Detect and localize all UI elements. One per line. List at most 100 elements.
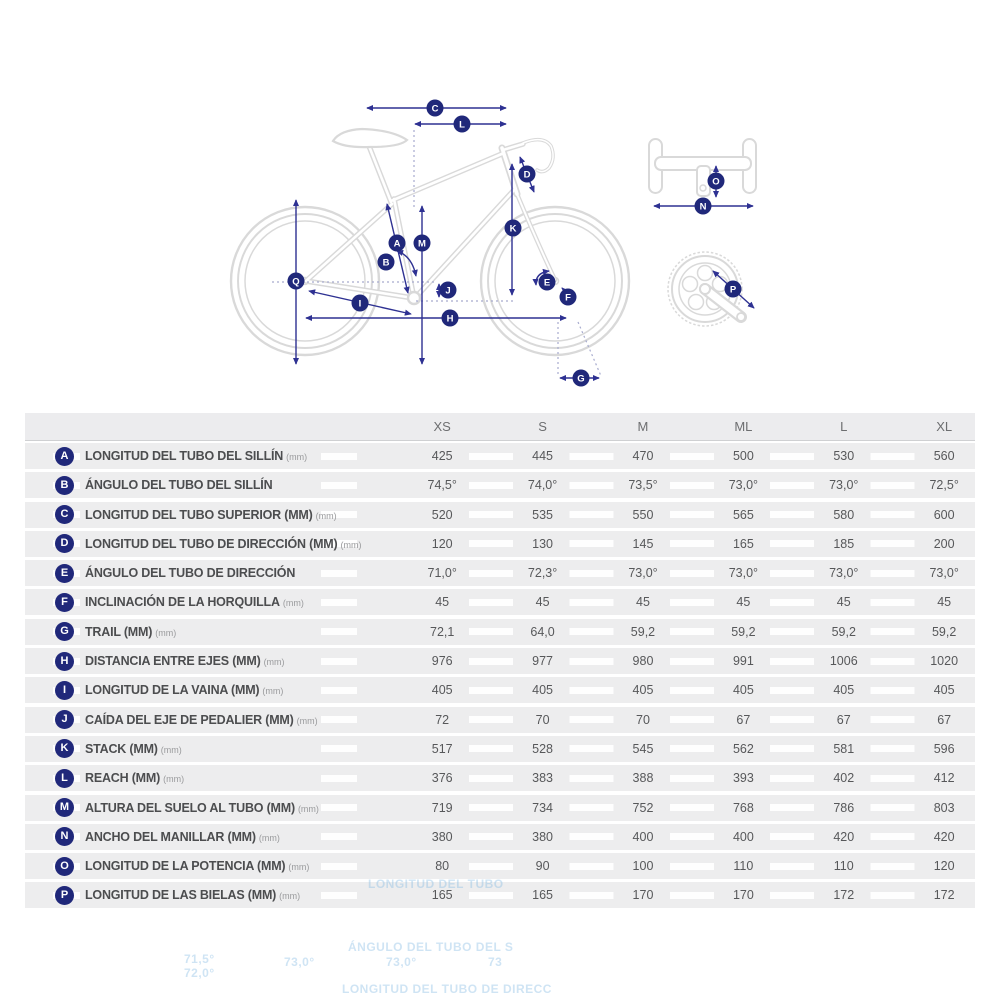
row-value: 172 [833,888,855,903]
row-value: 110 [833,859,854,874]
row-unit: (mm) [262,686,284,697]
size-column-header: XL [936,419,953,434]
row-value: 383 [532,771,554,786]
svg-text:A: A [394,238,401,249]
size-column-header: ML [734,419,753,434]
geometry-row-A: A LONGITUD DEL TUBO DEL SILLÍN (mm) 425 445 4… [25,443,975,469]
ghost-text-fragment: ÁNGULO DEL TUBO DEL S [348,940,514,954]
row-letter-badge: L [55,768,74,788]
dimension-arrows [292,104,755,382]
row-value: 67 [836,712,851,727]
geometry-row-J: J CAÍDA DEL EJE DE PEDALIER (MM) (mm) 72 70 7… [25,706,975,733]
row-value: 59,2 [831,624,856,639]
row-value: 500 [732,449,754,463]
row-value: 400 [732,829,754,844]
row-value: 596 [933,741,955,756]
row-value: 70 [535,712,550,727]
diagram-badge-F: F [559,288,577,306]
row-letter-badge: N [55,827,74,847]
row-label: LONGITUD DEL TUBO DEL SILLÍN (mm) [85,449,308,463]
row-value: 1020 [930,654,959,669]
row-value: 580 [833,507,855,522]
diagram-badge-N: N [694,197,712,215]
svg-text:O: O [712,176,719,187]
row-value: 376 [431,771,453,786]
row-value: 412 [933,771,955,786]
row-unit: (mm) [288,862,310,873]
diagram-badge-C: C [426,99,444,117]
row-value: 70 [636,712,650,727]
row-unit: (mm) [163,774,185,785]
row-letter-badge: G [55,622,74,642]
row-letter-badge: O [55,856,74,876]
geometry-row-H: H DISTANCIA ENTRE EJES (MM) (mm) 976 977 980 9… [25,648,975,675]
geometry-row-E: E ÁNGULO DEL TUBO DE DIRECCIÓN 71,0° 72,3° 7… [25,560,975,587]
row-value: 380 [431,829,453,844]
svg-text:L: L [459,119,465,130]
row-value: 528 [532,741,554,756]
row-value: 420 [933,829,955,844]
row-value: 405 [933,683,955,698]
row-value: 517 [431,741,453,756]
bike-illustration [229,127,757,357]
svg-text:M: M [418,238,426,249]
row-letter-badge: C [55,505,74,525]
svg-text:N: N [700,201,707,212]
row-unit: (mm) [258,832,280,843]
row-value: 545 [632,741,654,756]
row-value: 393 [732,771,754,786]
row-label: LONGITUD DEL TUBO SUPERIOR (MM) (mm) [85,507,337,522]
bottom-bracket-icon [406,290,422,306]
saddle-icon [331,127,409,149]
row-value: 64,0 [530,624,555,639]
geometry-row-L: L REACH (MM) (mm) 376 383 388 393 402 412 [25,765,975,792]
svg-text:Q: Q [292,276,299,287]
row-letter-badge: H [55,651,74,671]
svg-text:J: J [445,285,450,296]
row-value: 74,5° [427,478,457,493]
row-value: 100 [632,859,654,874]
row-value: 120 [933,859,955,874]
row-value: 74,0° [527,478,558,493]
row-unit: (mm) [315,510,337,521]
row-value: 73,0° [929,566,959,581]
row-letter-badge: B [55,475,74,495]
row-value: 165 [732,536,754,551]
row-letter-badge: A [55,446,74,466]
row-value: 402 [833,771,855,786]
row-label: LONGITUD DE LA POTENCIA (MM) (mm) [85,859,310,874]
row-value: 977 [532,654,554,669]
row-value: 67 [937,712,952,727]
row-value: 90 [535,859,550,874]
row-letter-badge: F [55,592,74,612]
svg-text:K: K [510,223,517,234]
row-value: 768 [732,800,754,815]
row-unit: (mm) [340,539,362,550]
ghost-text-fragment: 73 [488,955,503,969]
row-value: 734 [532,800,554,815]
row-value: 110 [733,859,754,874]
row-value: 72,5° [929,478,959,493]
row-value: 581 [833,741,855,756]
geometry-rows: A LONGITUD DEL TUBO DEL SILLÍN (mm) 425 445 4… [25,443,975,909]
row-value: 145 [632,536,654,551]
svg-text:D: D [524,169,531,180]
svg-text:P: P [730,284,737,295]
row-unit: (mm) [160,744,182,755]
row-value: 45 [836,595,851,610]
ghost-text-fragment: 72,0° [184,966,215,980]
row-value: 405 [532,683,554,698]
row-value: 73,0° [628,566,658,581]
row-value: 59,2 [630,624,656,639]
svg-text:C: C [432,103,439,114]
handlebar-detail-icon [648,138,757,197]
row-value: 405 [431,683,453,698]
row-unit: (mm) [296,715,318,726]
row-value: 45 [736,595,751,610]
size-column-header: S [538,419,547,434]
row-letter-badge: P [55,885,74,905]
row-value: 67 [736,712,751,727]
row-value: 200 [933,536,955,551]
row-label: ALTURA DEL SUELO AL TUBO (MM) (mm) [85,800,319,815]
